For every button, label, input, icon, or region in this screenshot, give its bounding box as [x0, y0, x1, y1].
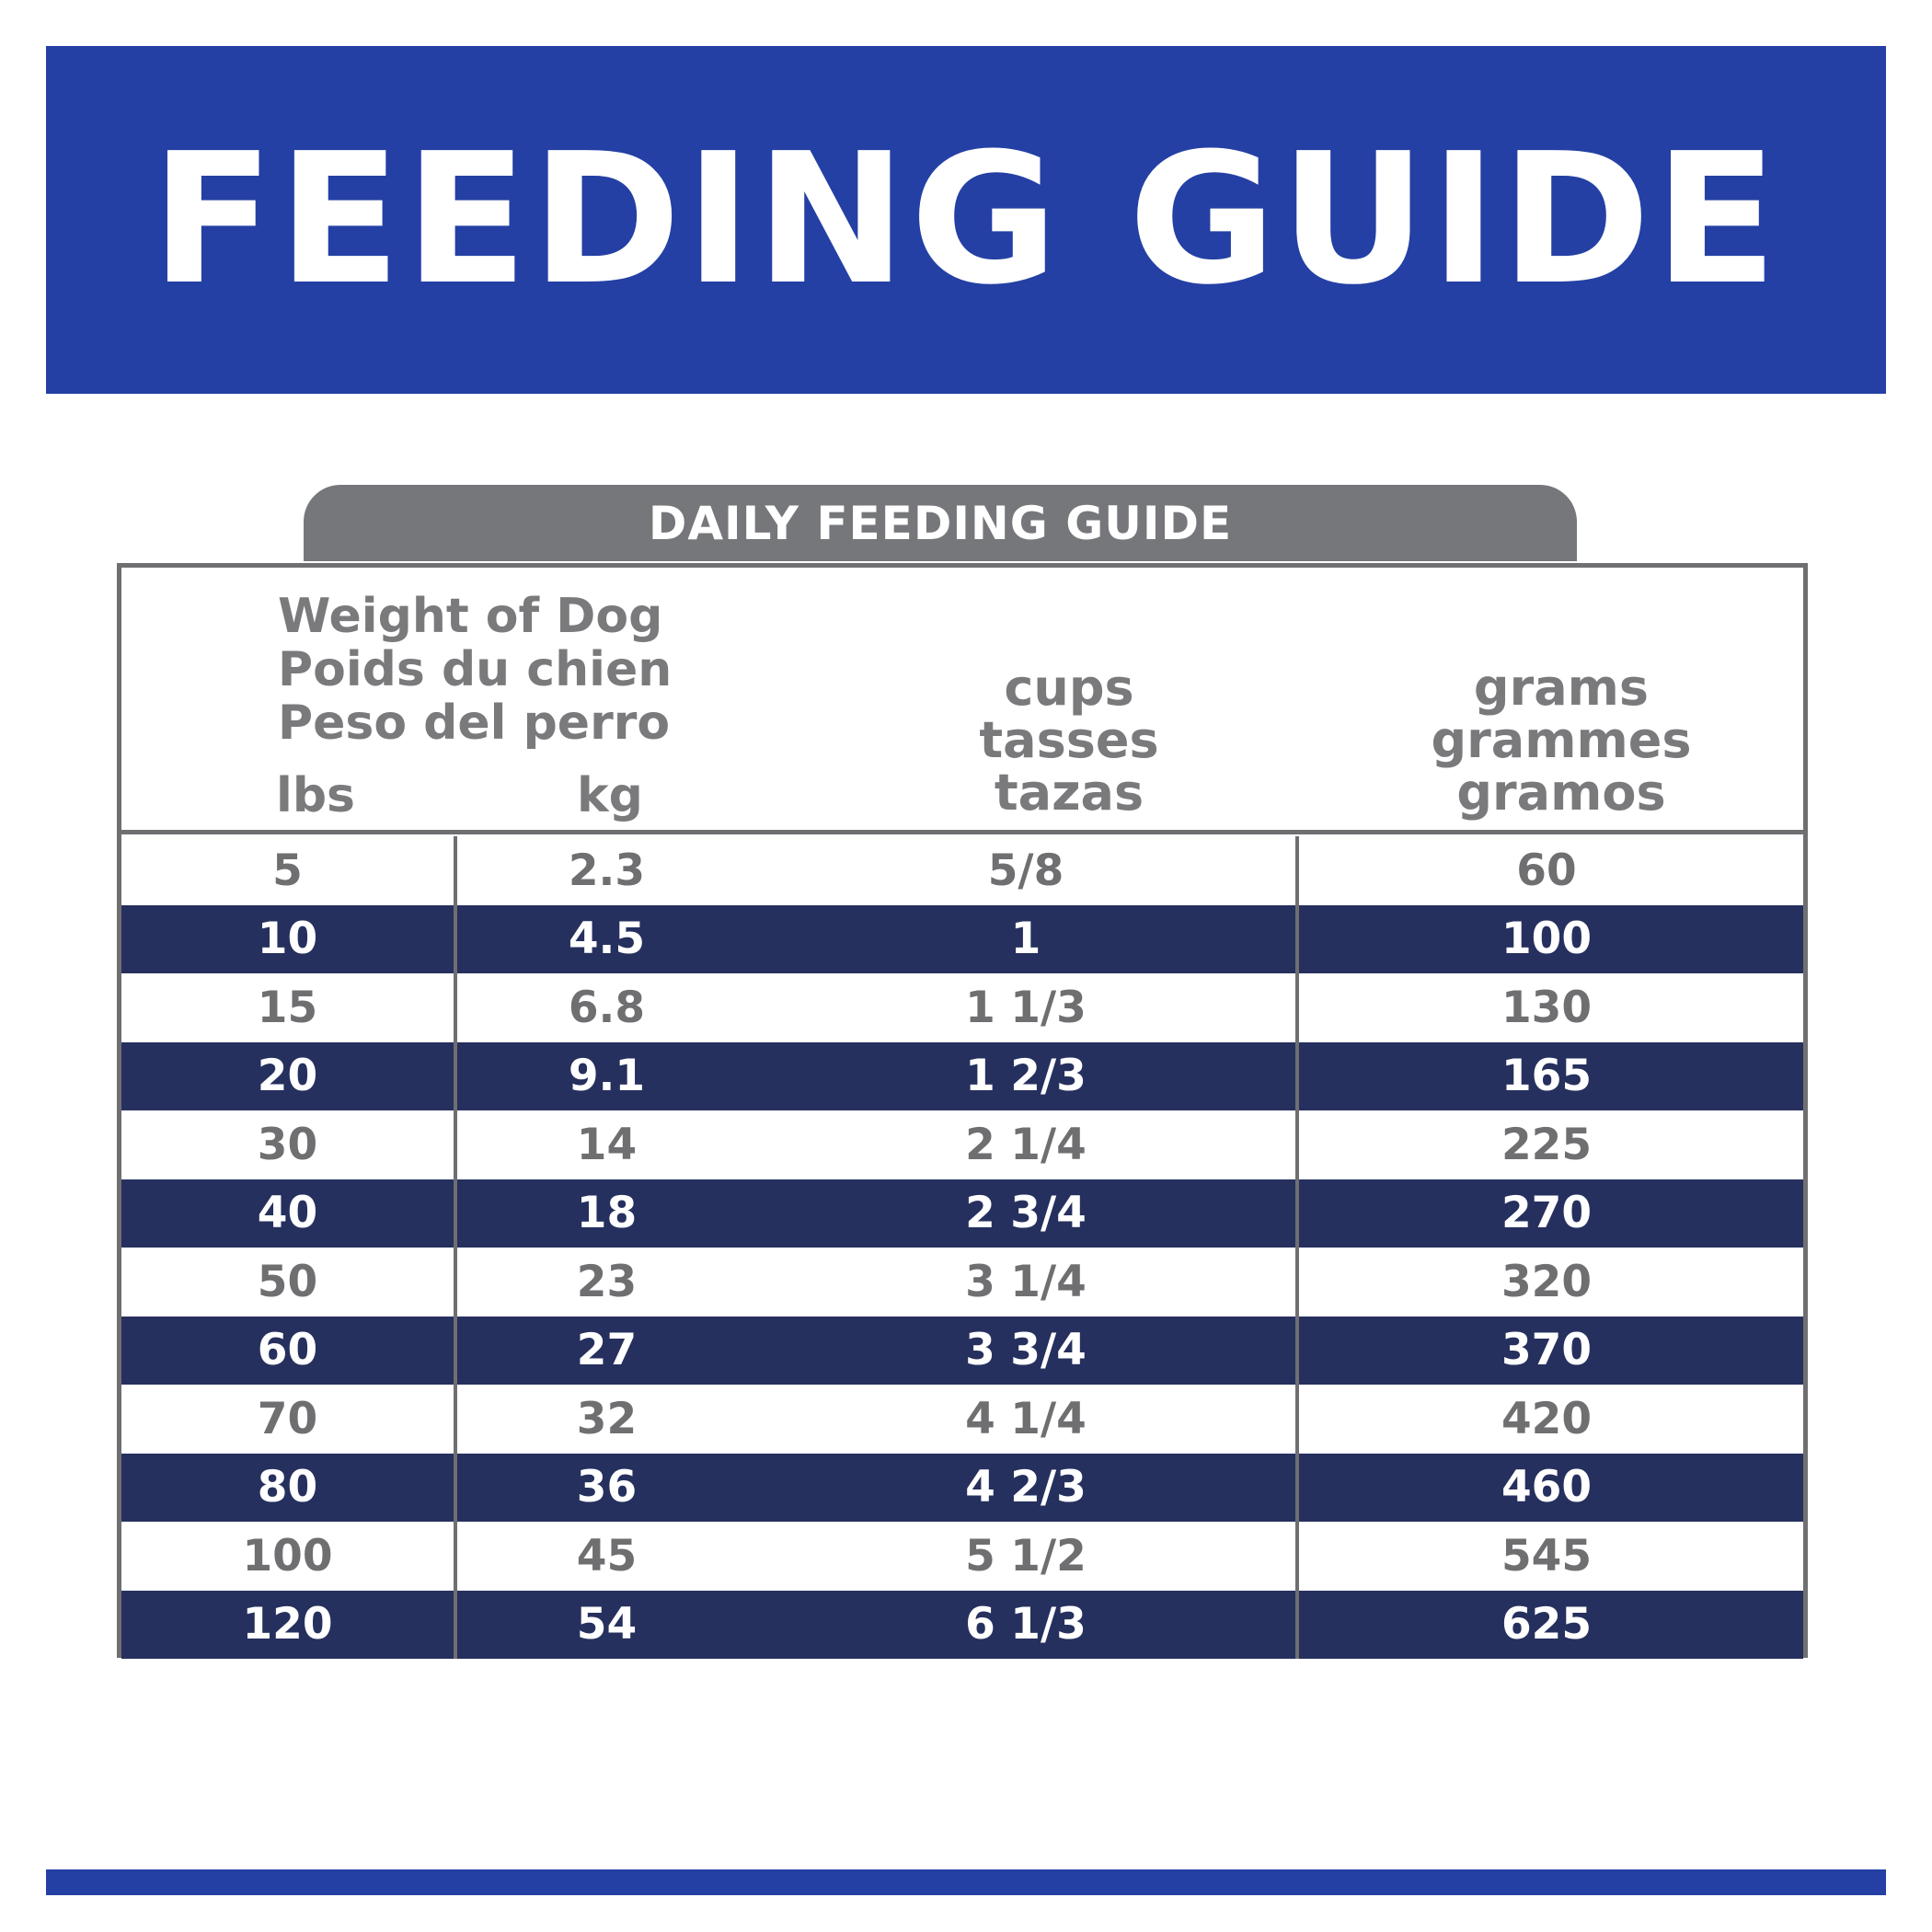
table-row: 50 23 3 1/4 320 — [121, 1248, 1803, 1317]
kg-cell: 9.1 — [568, 1051, 646, 1102]
kg-cell: 23 — [576, 1256, 638, 1307]
table-tab: DAILY FEEDING GUIDE — [304, 485, 1577, 561]
weight-header-en: Weight of Dog — [278, 589, 663, 644]
kg-cell: 2.3 — [568, 845, 646, 896]
lbs-cell: 70 — [121, 1385, 457, 1454]
weight-header-es: Peso del perro — [278, 696, 671, 751]
kg-header: kg — [577, 768, 643, 823]
grams-cell: 165 — [1501, 1051, 1593, 1102]
cups-header-en: cups — [1004, 659, 1134, 717]
lbs-cell: 60 — [121, 1316, 457, 1385]
title-banner: FEEDING GUIDE — [46, 46, 1886, 394]
cups-header-es: tazas — [994, 764, 1144, 822]
weight-header: Weight of Dog Poids du chien Peso del pe… — [278, 590, 683, 750]
table-row: 5 2.3 5/8 60 — [121, 836, 1803, 905]
grams-header-en: grams — [1473, 659, 1650, 717]
grams-cell: 130 — [1501, 982, 1593, 1033]
page-title: FEEDING GUIDE — [151, 115, 1781, 325]
cups-header-fr: tasses — [979, 711, 1159, 769]
kg-cell: 54 — [576, 1599, 638, 1650]
cups-cell: 4 1/4 — [756, 1385, 1299, 1454]
kg-cell: 27 — [576, 1325, 638, 1376]
table-header: Weight of Dog Poids du chien Peso del pe… — [121, 568, 1803, 834]
grams-header-fr: grammes — [1431, 711, 1692, 769]
table-row: 70 32 4 1/4 420 — [121, 1385, 1803, 1454]
cups-header: cups tasses tazas — [876, 661, 1262, 819]
cups-cell: 4 2/3 — [756, 1453, 1299, 1522]
table-row: 10 4.5 1 100 — [121, 904, 1803, 973]
grams-cell: 270 — [1501, 1188, 1593, 1239]
table-row: 100 45 5 1/2 545 — [121, 1522, 1803, 1591]
lbs-cell: 20 — [121, 1041, 457, 1110]
kg-cell: 45 — [576, 1530, 638, 1581]
grams-cell: 460 — [1501, 1462, 1593, 1513]
cups-cell: 2 1/4 — [756, 1110, 1299, 1179]
lbs-cell: 120 — [121, 1590, 457, 1659]
grams-header-es: gramos — [1456, 764, 1666, 822]
table-row: 20 9.1 1 2/3 165 — [121, 1041, 1803, 1110]
cups-cell: 1 1/3 — [756, 973, 1299, 1042]
table-body: 5 2.3 5/8 60 10 4.5 1 100 15 6.8 1 1/3 130 20 9.1 1 2/… — [121, 836, 1803, 1659]
cups-cell: 5/8 — [756, 836, 1299, 905]
grams-cell: 60 — [1516, 845, 1577, 896]
grams-cell: 320 — [1501, 1256, 1593, 1307]
kg-cell: 6.8 — [568, 982, 646, 1033]
grams-cell: 225 — [1501, 1119, 1593, 1170]
kg-cell: 18 — [576, 1188, 638, 1239]
cups-cell: 3 1/4 — [756, 1248, 1299, 1317]
cups-cell: 6 1/3 — [756, 1590, 1299, 1659]
cups-cell: 1 2/3 — [756, 1041, 1299, 1110]
table-row: 60 27 3 3/4 370 — [121, 1316, 1803, 1385]
lbs-cell: 100 — [121, 1522, 457, 1591]
lbs-cell: 30 — [121, 1110, 457, 1179]
lbs-header: lbs — [276, 768, 355, 823]
table-row: 40 18 2 3/4 270 — [121, 1179, 1803, 1248]
kg-cell: 36 — [576, 1462, 638, 1513]
cups-cell: 3 3/4 — [756, 1316, 1299, 1385]
table-row: 80 36 4 2/3 460 — [121, 1453, 1803, 1522]
lbs-cell: 50 — [121, 1248, 457, 1317]
lbs-cell: 10 — [121, 904, 457, 973]
table-row: 30 14 2 1/4 225 — [121, 1110, 1803, 1179]
lbs-cell: 80 — [121, 1453, 457, 1522]
cups-cell: 1 — [756, 904, 1299, 973]
kg-cell: 4.5 — [568, 914, 646, 965]
cups-cell: 2 3/4 — [756, 1179, 1299, 1248]
grams-cell: 100 — [1501, 914, 1593, 965]
lbs-cell: 5 — [121, 836, 457, 905]
kg-cell: 32 — [576, 1393, 638, 1444]
grams-cell: 625 — [1501, 1599, 1593, 1650]
cups-cell: 5 1/2 — [756, 1522, 1299, 1591]
lbs-cell: 15 — [121, 973, 457, 1042]
table-row: 120 54 6 1/3 625 — [121, 1590, 1803, 1659]
lbs-cell: 40 — [121, 1179, 457, 1248]
grams-cell: 370 — [1501, 1325, 1593, 1376]
table-row: 15 6.8 1 1/3 130 — [121, 973, 1803, 1042]
grams-cell: 545 — [1501, 1530, 1593, 1581]
table-tab-label: DAILY FEEDING GUIDE — [648, 496, 1233, 550]
kg-cell: 14 — [576, 1119, 638, 1170]
feeding-table: Weight of Dog Poids du chien Peso del pe… — [117, 563, 1808, 1659]
weight-header-fr: Poids du chien — [278, 642, 673, 697]
grams-cell: 420 — [1501, 1393, 1593, 1444]
grams-header: grams grammes gramos — [1368, 661, 1754, 819]
bottom-bar — [46, 1869, 1886, 1895]
